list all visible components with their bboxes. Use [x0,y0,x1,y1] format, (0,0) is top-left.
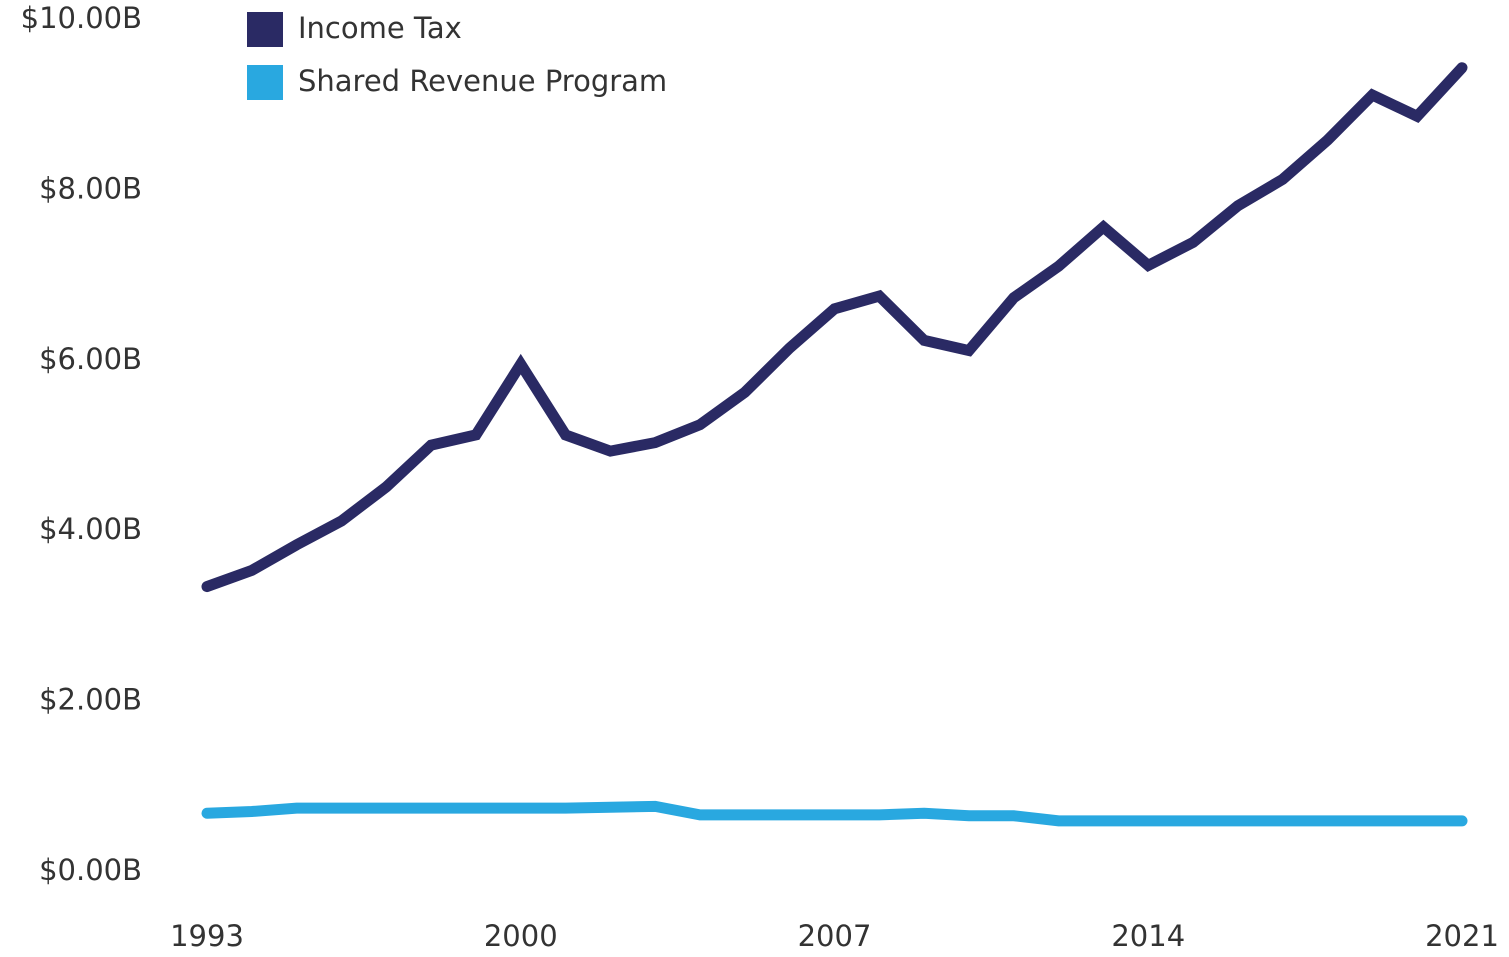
legend-label: Shared Revenue Program [298,64,667,98]
x-tick-label: 2000 [484,919,558,953]
legend-swatch [247,12,283,47]
line [201,62,1468,593]
y-tick-label: $2.00B [39,683,142,717]
y-tick-label: $4.00B [39,512,142,546]
y-tick-label: $6.00B [39,342,142,376]
legend-swatch [247,65,283,100]
x-tick-label: 2007 [798,919,872,953]
y-tick-label: $8.00B [39,171,142,205]
legend-label: Income Tax [298,11,462,45]
x-tick-label: 1993 [170,919,244,953]
x-tick-label: 2014 [1111,919,1185,953]
line [201,800,1468,827]
y-tick-label: $10.00B [21,1,142,35]
x-tick-label: 2021 [1425,919,1499,953]
y-tick-label: $0.00B [39,853,142,887]
